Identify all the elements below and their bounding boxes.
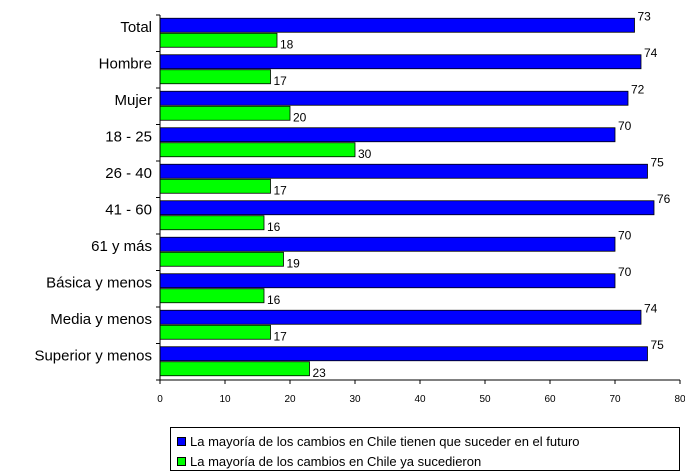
x-tick-label: 10: [219, 394, 231, 405]
bar-future: [159, 90, 629, 106]
x-tick-label: 0: [157, 394, 163, 405]
data-label-past: 19: [287, 256, 301, 270]
data-label-future: 70: [618, 265, 632, 279]
category-label: Total: [120, 19, 152, 36]
x-tick-label: 50: [479, 394, 491, 405]
data-label-past: 16: [267, 293, 281, 307]
bar-past: [159, 32, 278, 48]
bar-past: [159, 288, 265, 304]
category-label: Hombre: [99, 56, 152, 73]
x-tick-label: 60: [544, 394, 556, 405]
data-label-future: 72: [631, 82, 645, 96]
data-label-future: 74: [644, 301, 658, 315]
legend-label-future: La mayoría de los cambios en Chile tiene…: [190, 433, 580, 449]
bar-future: [159, 346, 648, 362]
x-tick-label: 20: [284, 394, 296, 405]
data-label-past: 23: [313, 366, 327, 380]
category-label: 61 y más: [91, 238, 152, 255]
legend-label-past: La mayoría de los cambios en Chile ya su…: [190, 453, 482, 469]
data-label-past: 17: [274, 329, 288, 343]
legend-swatch-past: [177, 456, 186, 466]
category-label: 26 - 40: [105, 165, 152, 182]
legend-swatch-future: [177, 436, 186, 446]
data-label-past: 20: [293, 110, 307, 124]
bar-future: [159, 273, 616, 289]
bar-past: [159, 105, 291, 121]
data-label-future: 76: [657, 192, 671, 206]
data-label-past: 18: [280, 37, 294, 51]
x-tick-label: 70: [609, 394, 621, 405]
category-label: 18 - 25: [105, 129, 152, 146]
x-tick-label: 40: [414, 394, 426, 405]
data-label-future: 70: [618, 228, 632, 242]
x-tick-label: 80: [674, 394, 685, 405]
category-label: Superior y menos: [34, 348, 152, 365]
bar-future: [159, 236, 616, 252]
legend-item-past: La mayoría de los cambios en Chile ya su…: [177, 453, 481, 469]
plot-area: Total 73 18 Hombre 74 17 Mujer 72 20 18 - 25 70 30 2…: [34, 9, 685, 405]
bar-past: [159, 178, 271, 194]
category-label: Media y menos: [50, 311, 152, 328]
bar-past: [159, 251, 284, 267]
bar-past: [159, 361, 310, 377]
bar-future: [159, 127, 616, 143]
category-label: Básica y menos: [46, 275, 152, 292]
legend: La mayoría de los cambios en Chile tiene…: [170, 427, 680, 471]
bar-past: [159, 69, 271, 85]
bar-past: [159, 215, 265, 231]
data-label-past: 17: [274, 183, 288, 197]
data-label-future: 70: [618, 119, 632, 133]
data-label-future: 75: [651, 338, 665, 352]
bar-future: [159, 309, 642, 325]
category-label: Mujer: [114, 92, 152, 109]
data-label-past: 16: [267, 220, 281, 234]
data-label-future: 74: [644, 46, 658, 60]
legend-item-future: La mayoría de los cambios en Chile tiene…: [177, 433, 580, 449]
data-label-past: 30: [358, 147, 372, 161]
bar-future: [159, 200, 655, 216]
bar-future: [159, 17, 635, 33]
bar-future: [159, 54, 642, 70]
bar-past: [159, 142, 356, 158]
data-label-past: 17: [274, 74, 288, 88]
x-tick-label: 30: [349, 394, 361, 405]
data-label-future: 75: [651, 155, 665, 169]
category-label: 41 - 60: [105, 202, 152, 219]
bar-future: [159, 163, 648, 179]
data-label-future: 73: [638, 9, 652, 23]
bar-past: [159, 324, 271, 340]
